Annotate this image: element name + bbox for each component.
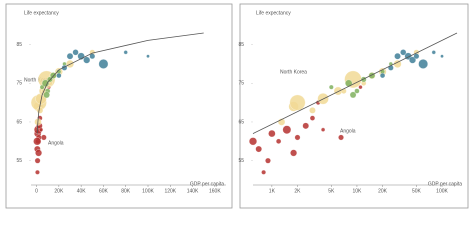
bubble bbox=[33, 137, 42, 146]
x-tick-label: 120K bbox=[164, 188, 176, 194]
bubble bbox=[43, 91, 50, 99]
trend-line bbox=[36, 32, 204, 134]
bubble bbox=[302, 122, 309, 130]
x-tick-label: 80K bbox=[121, 188, 131, 194]
x-tick-label: 100K bbox=[142, 188, 154, 194]
x-tick-label: 160K bbox=[209, 188, 221, 194]
annotation: North Korea bbox=[24, 77, 51, 83]
x-tick-label: 20K bbox=[378, 188, 388, 194]
bubble bbox=[265, 157, 271, 164]
bubble bbox=[40, 134, 47, 141]
bubble bbox=[66, 52, 74, 60]
y-tick-label: 85 bbox=[238, 42, 244, 48]
bubble bbox=[358, 85, 363, 90]
bubble bbox=[255, 145, 262, 153]
bubble bbox=[146, 54, 150, 58]
y-tick-label: 75 bbox=[16, 81, 22, 87]
bubble bbox=[83, 56, 91, 64]
bubble bbox=[123, 50, 128, 55]
bubble bbox=[440, 54, 444, 58]
bubble bbox=[309, 115, 316, 121]
bubble bbox=[282, 125, 292, 134]
bubble bbox=[36, 107, 44, 114]
annotation: Angola bbox=[340, 128, 356, 134]
bubble bbox=[400, 49, 407, 56]
y-tick-label: 65 bbox=[16, 119, 22, 125]
bubble bbox=[379, 72, 386, 79]
x-tick-label: 40K bbox=[77, 188, 87, 194]
bubble bbox=[249, 137, 257, 146]
bubble bbox=[413, 53, 420, 60]
bubble bbox=[349, 91, 357, 99]
bubble bbox=[294, 134, 301, 141]
x-tick-label: 100K bbox=[436, 188, 448, 194]
bubble bbox=[368, 72, 376, 79]
bubble bbox=[289, 94, 306, 111]
y-tick-label: 55 bbox=[238, 158, 244, 164]
bubble bbox=[328, 84, 334, 90]
bubble bbox=[394, 52, 401, 60]
x-tick-label: 1K bbox=[269, 188, 276, 194]
bubble bbox=[338, 134, 344, 141]
bubble bbox=[345, 79, 353, 87]
bubble bbox=[275, 138, 282, 144]
figure: Life expectancy GDP per capita North Kor… bbox=[5, 3, 469, 209]
bubble bbox=[34, 157, 41, 164]
y-tick-label: 85 bbox=[16, 42, 22, 48]
bubble bbox=[431, 50, 436, 55]
y-tick-label: 65 bbox=[238, 119, 244, 125]
bubble bbox=[354, 88, 360, 94]
bubble bbox=[290, 149, 298, 157]
y-tick-label: 75 bbox=[238, 81, 244, 87]
bubble bbox=[309, 107, 316, 114]
y-axis-label: Life expectancy bbox=[256, 10, 291, 16]
bubble bbox=[98, 59, 109, 69]
panel bbox=[239, 3, 469, 209]
y-tick-label: 55 bbox=[16, 158, 22, 164]
bubble bbox=[72, 49, 79, 56]
x-tick-label: 20K bbox=[54, 188, 64, 194]
x-tick-label: 140K bbox=[187, 188, 199, 194]
bubble bbox=[418, 59, 428, 69]
x-tick-label: 0 bbox=[35, 188, 38, 194]
x-tick-label: 5K bbox=[328, 188, 335, 194]
x-tick-label: 50K bbox=[412, 188, 422, 194]
x-tick-label: 60K bbox=[99, 188, 109, 194]
y-axis-label: Life expectancy bbox=[24, 10, 59, 16]
x-axis-label: GDP per capita bbox=[190, 181, 224, 187]
bubble bbox=[409, 56, 416, 64]
annotation: Angola bbox=[48, 140, 64, 146]
annotation: North Korea bbox=[280, 69, 307, 75]
bubble bbox=[35, 149, 43, 157]
bubble bbox=[321, 127, 326, 132]
bubble bbox=[56, 72, 62, 79]
trend-line bbox=[252, 32, 458, 134]
x-tick-label: 2K bbox=[294, 188, 301, 194]
bubble bbox=[261, 169, 266, 175]
x-axis-label: GDP per capita bbox=[428, 181, 462, 187]
x-tick-label: 10K bbox=[352, 188, 362, 194]
bubble bbox=[35, 169, 40, 175]
bubble bbox=[268, 129, 276, 138]
bubble bbox=[38, 127, 44, 132]
